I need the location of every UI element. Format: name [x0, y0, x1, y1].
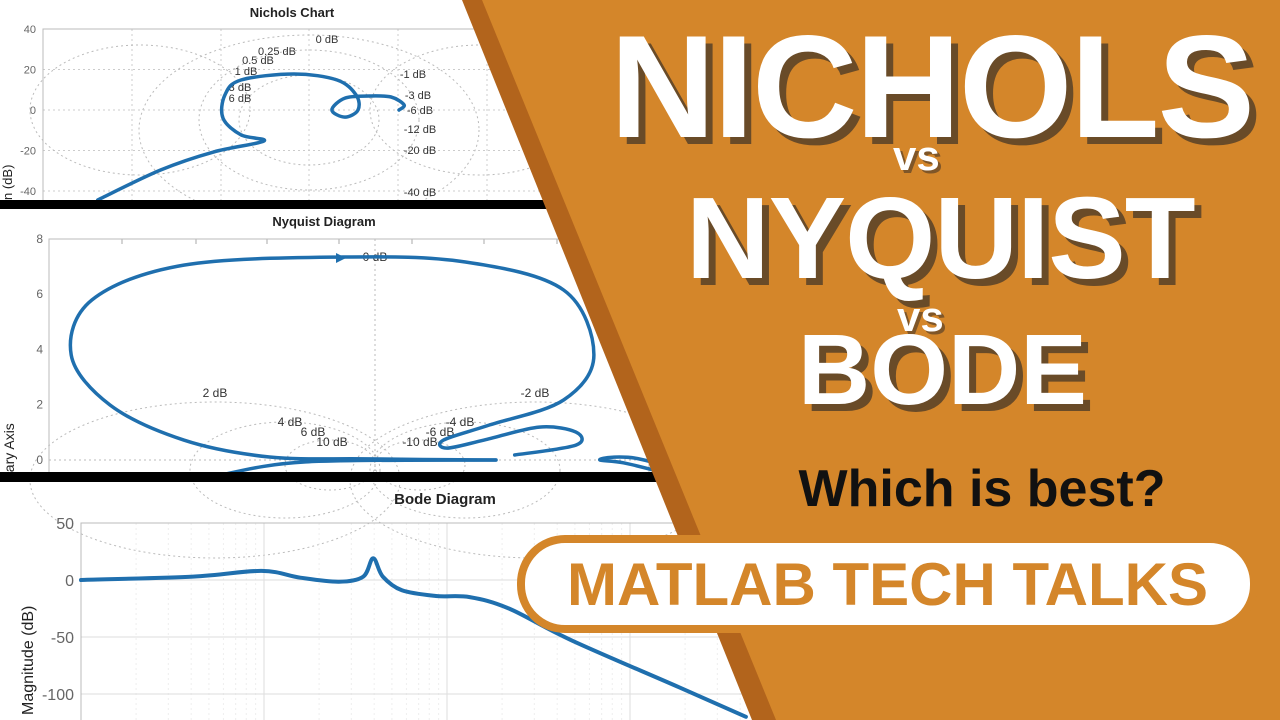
nichols-grid-label: -12 dB	[404, 124, 436, 136]
nichols-grid-label: 0.25 dB	[258, 46, 296, 58]
nichols-grid-label: 6 dB	[229, 93, 252, 105]
nichols-ytick-label: 0	[30, 105, 36, 117]
nyquist-curve-1	[218, 458, 498, 477]
nichols-ytick-label: 40	[24, 24, 36, 36]
nyquist-grid-label: -2 dB	[521, 386, 550, 400]
nichols-ylabel: n (dB)	[0, 165, 15, 200]
nyquist-title: Nyquist Diagram	[272, 214, 375, 229]
nichols-ytick-label: -20	[20, 146, 36, 158]
nichols-ytick-label: -40	[20, 186, 36, 198]
nichols-m-contour	[29, 44, 251, 176]
nichols-grid-label: -1 dB	[400, 69, 426, 81]
nyquist-m-circle	[189, 421, 381, 519]
nichols-ytick-label: 20	[24, 65, 36, 77]
nichols-grid-label: 0.5 dB	[242, 55, 274, 67]
series-badge: MATLAB TECH TALKS	[517, 535, 1258, 633]
bode-ytick-label: 50	[56, 516, 74, 533]
nichols-grid-label: 1 dB	[235, 66, 258, 78]
headline-vs-1: vs	[893, 132, 940, 179]
nyquist-grid-label: 2 dB	[203, 386, 228, 400]
nyquist-m-circle	[374, 439, 466, 491]
nyquist-grid-label: 6 dB	[301, 425, 326, 439]
headline-vs-2: vs	[897, 293, 944, 340]
nyquist-m-circle	[369, 421, 561, 519]
headline-nyquist: NYQUIST	[686, 173, 1196, 303]
nichols-chart: Nichols Chart 40 20 0 -20 -40 0 dB 0.25 dB0.5…	[0, 5, 604, 226]
divider-bar-1	[0, 200, 620, 209]
nichols-grid-label: -3 dB	[405, 90, 431, 102]
nyquist-curve-0	[68, 255, 596, 462]
nyquist-ytick-label: 2	[36, 398, 43, 412]
nichols-m-contour	[238, 74, 380, 166]
nyquist-ytick-label: 0	[36, 453, 43, 467]
headline-nichols: NICHOLS	[610, 5, 1255, 168]
nichols-grid-label: 0 dB	[316, 34, 339, 46]
nichols-curve	[96, 72, 406, 202]
nyquist-direction-arrow	[336, 253, 346, 263]
nichols-yticks: 40 20 0 -20 -40	[20, 24, 36, 198]
nyquist-yticks: 8 6 4 2 0	[36, 232, 43, 467]
headline-bode: BODE	[798, 314, 1087, 426]
nyquist-curve-2	[598, 455, 682, 475]
bode-ytick-label: 0	[65, 573, 74, 590]
bode-title: Bode Diagram	[394, 491, 496, 508]
series-badge-label: MATLAB TECH TALKS	[566, 550, 1208, 618]
bode-yticks: 50 0 -50 -100	[42, 516, 74, 704]
bode-ytick-label: -50	[51, 630, 74, 647]
bode-ylabel: Magnitude (dB)	[20, 606, 37, 715]
nichols-m-contour	[138, 34, 480, 226]
nyquist-grid-label: -6 dB	[426, 425, 455, 439]
nyquist-grid-label: 10 dB	[316, 435, 347, 449]
nichols-title: Nichols Chart	[250, 5, 335, 20]
nichols-grid-label: -20 dB	[404, 145, 436, 157]
bode-magnitude-curve	[79, 556, 748, 719]
nichols-grid-label: -6 dB	[407, 105, 433, 117]
bode-ytick-label: -100	[42, 687, 74, 704]
nyquist-ytick-label: 6	[36, 287, 43, 301]
nyquist-curves	[68, 255, 682, 477]
nyquist-ytick-label: 4	[36, 342, 43, 356]
nyquist-grid-label: -4 dB	[446, 415, 475, 429]
divider-bar-2	[0, 472, 720, 482]
nyquist-grid-label: 4 dB	[278, 415, 303, 429]
nichols-m-contour	[198, 49, 420, 191]
nyquist-ytick-label: 8	[36, 232, 43, 246]
nyquist-ylabel: nary Axis	[1, 423, 17, 480]
nyquist-grid-label: -10 dB	[402, 435, 437, 449]
question-text: Which is best?	[798, 460, 1166, 518]
nichols-grid-label: -40 dB	[404, 187, 436, 199]
nichols-grid-label: 3 dB	[229, 82, 252, 94]
nichols-grid-labels: 0 dB 0.25 dB0.5 dB1 dB 3 dB6 dB -1 dB -3 dB -…	[229, 34, 437, 199]
